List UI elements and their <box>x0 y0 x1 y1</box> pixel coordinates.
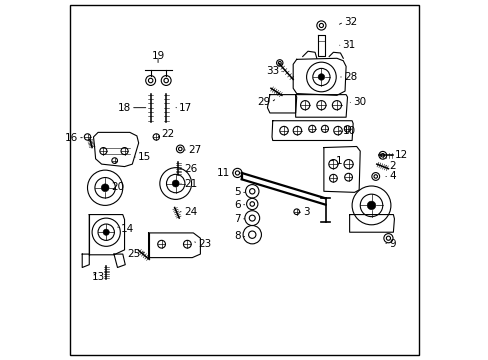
Text: 18: 18 <box>118 103 131 113</box>
Text: 1: 1 <box>336 156 342 166</box>
Text: 31: 31 <box>342 40 355 50</box>
Text: 12: 12 <box>394 150 407 160</box>
Text: 25: 25 <box>127 249 140 259</box>
Circle shape <box>318 74 324 80</box>
Text: 4: 4 <box>388 171 395 181</box>
Circle shape <box>172 180 179 187</box>
Text: 15: 15 <box>138 152 151 162</box>
Text: 30: 30 <box>352 98 366 107</box>
Text: 8: 8 <box>234 231 241 242</box>
Text: 11: 11 <box>216 168 229 178</box>
Text: 21: 21 <box>183 179 197 189</box>
Text: 16: 16 <box>64 133 78 143</box>
Text: 6: 6 <box>234 200 241 210</box>
Text: 28: 28 <box>343 72 357 82</box>
Text: 5: 5 <box>234 187 241 197</box>
Text: 27: 27 <box>188 145 201 155</box>
Text: 32: 32 <box>343 17 357 27</box>
Text: 20: 20 <box>111 182 124 192</box>
Text: 33: 33 <box>265 66 279 76</box>
Text: 22: 22 <box>161 129 175 139</box>
Text: 13: 13 <box>92 272 105 282</box>
Text: 29: 29 <box>257 98 270 107</box>
Text: 19: 19 <box>151 51 164 61</box>
Circle shape <box>366 201 375 210</box>
Text: 2: 2 <box>388 161 395 171</box>
Text: 7: 7 <box>234 214 241 224</box>
Text: 23: 23 <box>198 239 211 248</box>
Text: 3: 3 <box>302 207 309 217</box>
Circle shape <box>103 229 109 235</box>
Text: 24: 24 <box>183 207 197 217</box>
Text: 14: 14 <box>120 224 133 234</box>
Text: 9: 9 <box>388 239 395 248</box>
Text: 10: 10 <box>343 126 356 136</box>
Text: 17: 17 <box>179 103 192 113</box>
Circle shape <box>101 184 109 192</box>
Text: 26: 26 <box>183 164 197 174</box>
